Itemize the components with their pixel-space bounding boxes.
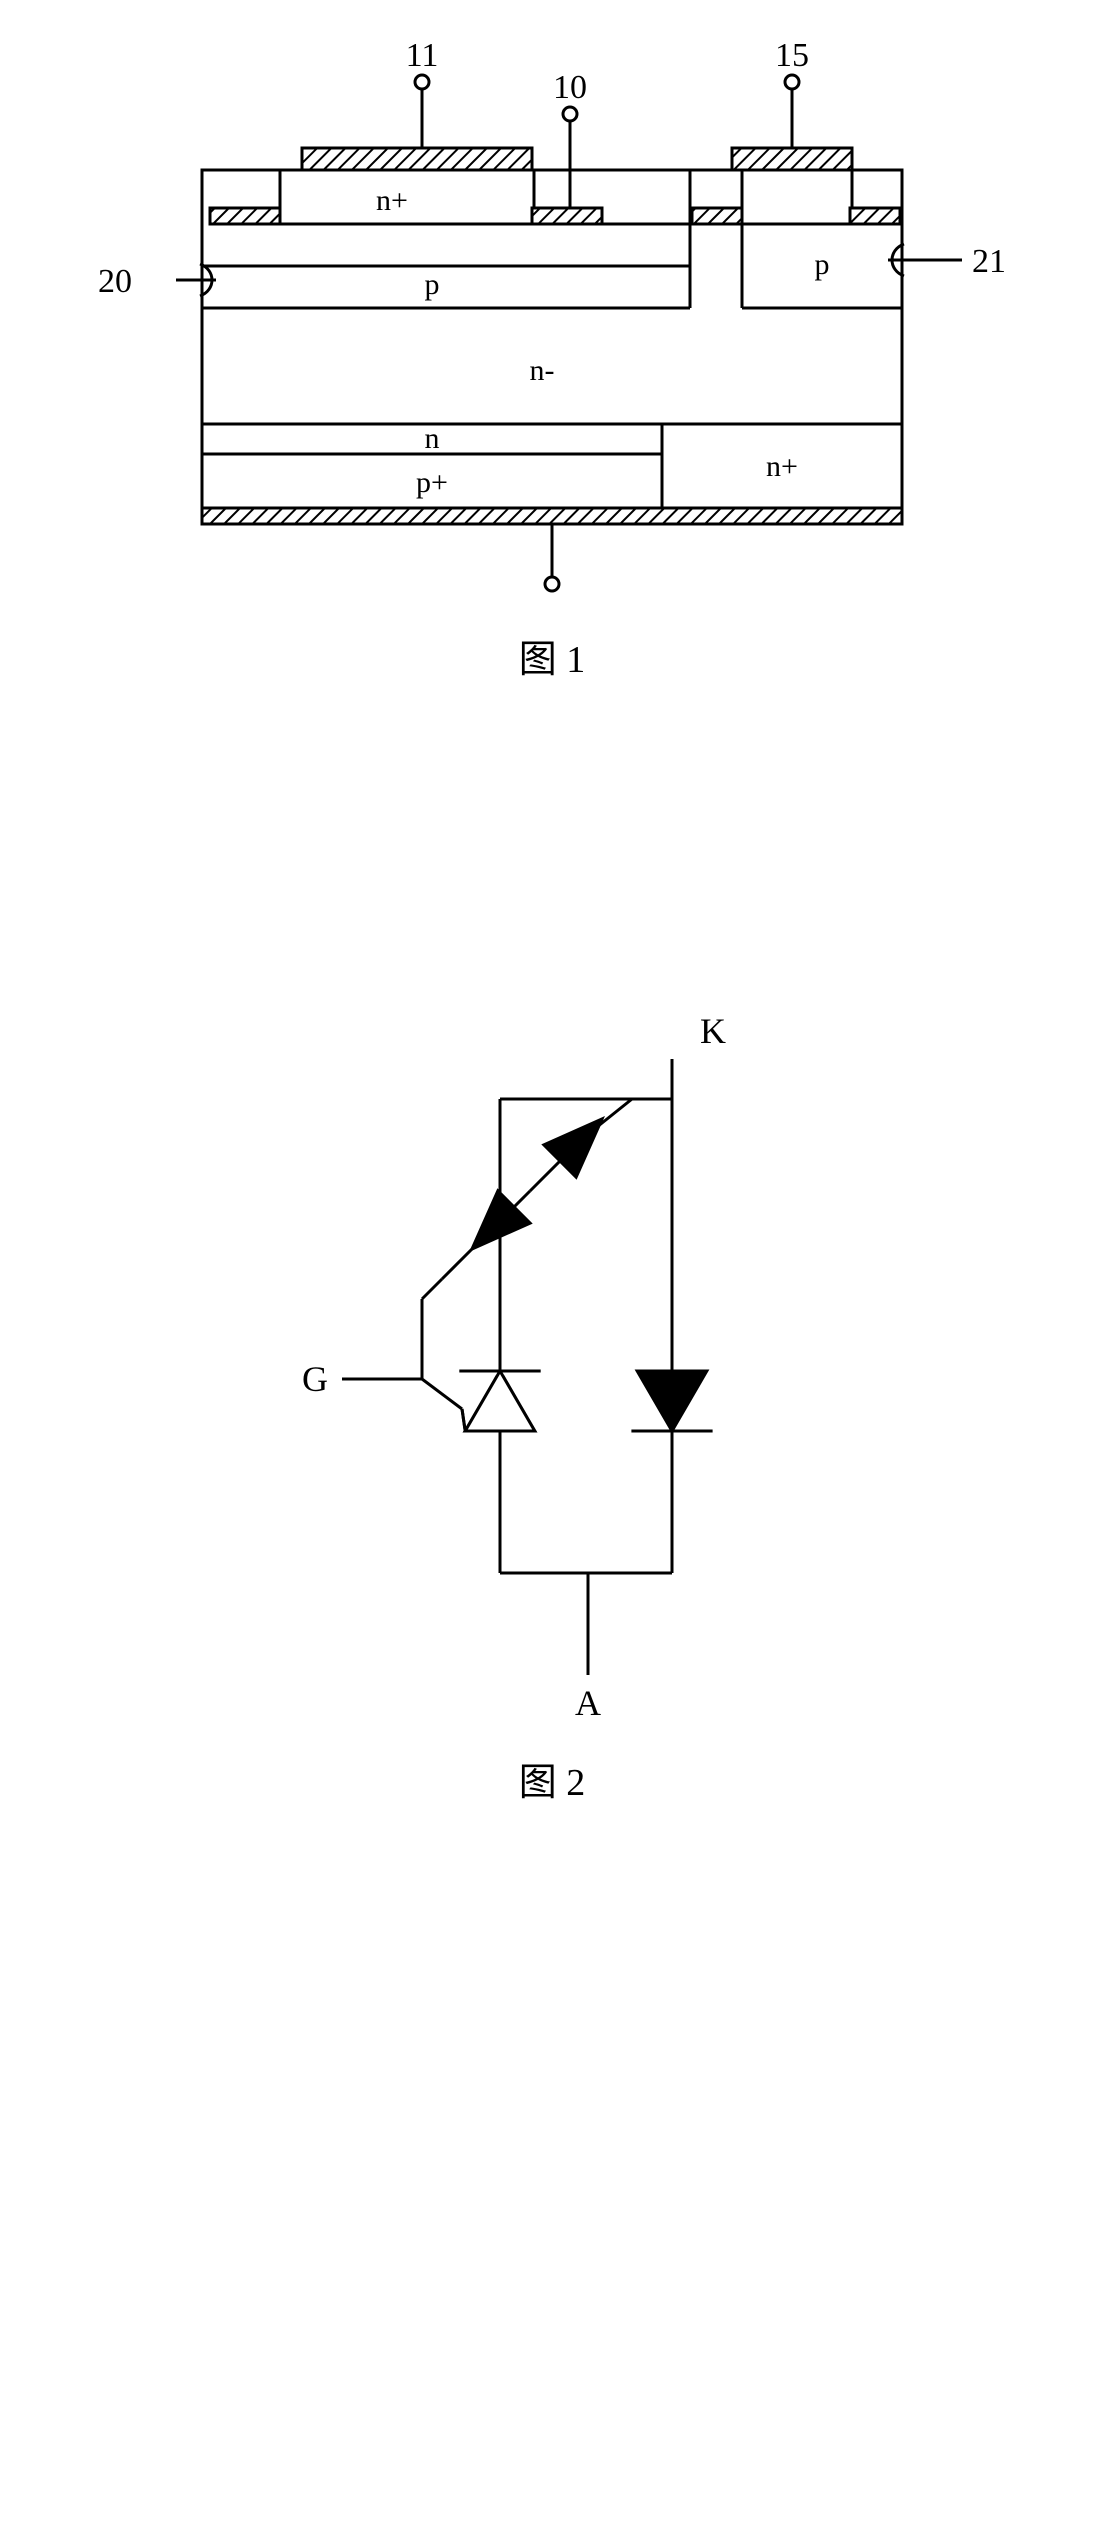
svg-text:G: G	[302, 1359, 328, 1399]
svg-text:16: 16	[535, 599, 569, 600]
svg-text:p: p	[425, 268, 440, 301]
svg-text:p+: p+	[416, 466, 448, 499]
svg-text:A: A	[575, 1683, 601, 1723]
svg-text:n-: n-	[530, 354, 555, 387]
figure-1-svg: n+ p p n-n p+ n+ 11 10 15 16 20 21	[42, 40, 1062, 600]
svg-text:n+: n+	[766, 450, 798, 483]
svg-text:15: 15	[775, 40, 809, 74]
svg-text:21: 21	[972, 243, 1006, 280]
figure-2-caption: 图 2	[272, 1751, 832, 1806]
figure-2: K G A 图 2	[272, 963, 832, 1806]
figure-1-caption: 图 1	[42, 628, 1062, 683]
svg-text:11: 11	[406, 40, 439, 74]
figure-2-svg: K G A	[272, 963, 832, 1723]
figure-1: n+ p p n-n p+ n+ 11 10 15 16 20 21 图 1	[42, 40, 1062, 683]
svg-text:p: p	[815, 248, 830, 281]
svg-text:20: 20	[98, 263, 132, 300]
svg-text:K: K	[700, 1011, 726, 1051]
svg-text:n: n	[425, 422, 440, 455]
svg-text:10: 10	[553, 69, 587, 106]
svg-text:n+: n+	[376, 184, 408, 217]
